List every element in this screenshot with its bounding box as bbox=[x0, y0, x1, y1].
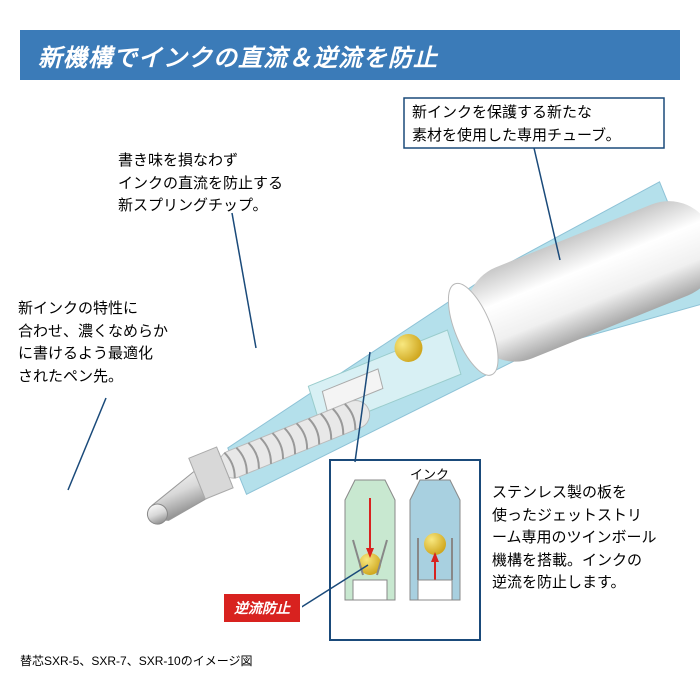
callout-twin-ball: ステンレス製の板を 使ったジェットストリ ーム専用のツインボール 機構を搭載。イ… bbox=[492, 482, 687, 595]
callout-pen-tip: 新インクの特性に 合わせ、濃くなめらか に書けるよう最適化 されたペン先。 bbox=[18, 298, 178, 388]
caption-text: 替芯SXR-5、SXR-7、SXR-10のイメージ図 bbox=[20, 652, 252, 669]
callout-spring-tip: 書き味を損なわず インクの直流を防止する 新スプリングチップ。 bbox=[118, 150, 283, 218]
inset-box bbox=[330, 460, 480, 640]
backflow-badge: 逆流防止 bbox=[222, 592, 302, 624]
callout-tube: 新インクを保護する新たな 素材を使用した専用チューブ。 bbox=[412, 102, 656, 147]
inset-label-ink: インク bbox=[410, 464, 449, 483]
